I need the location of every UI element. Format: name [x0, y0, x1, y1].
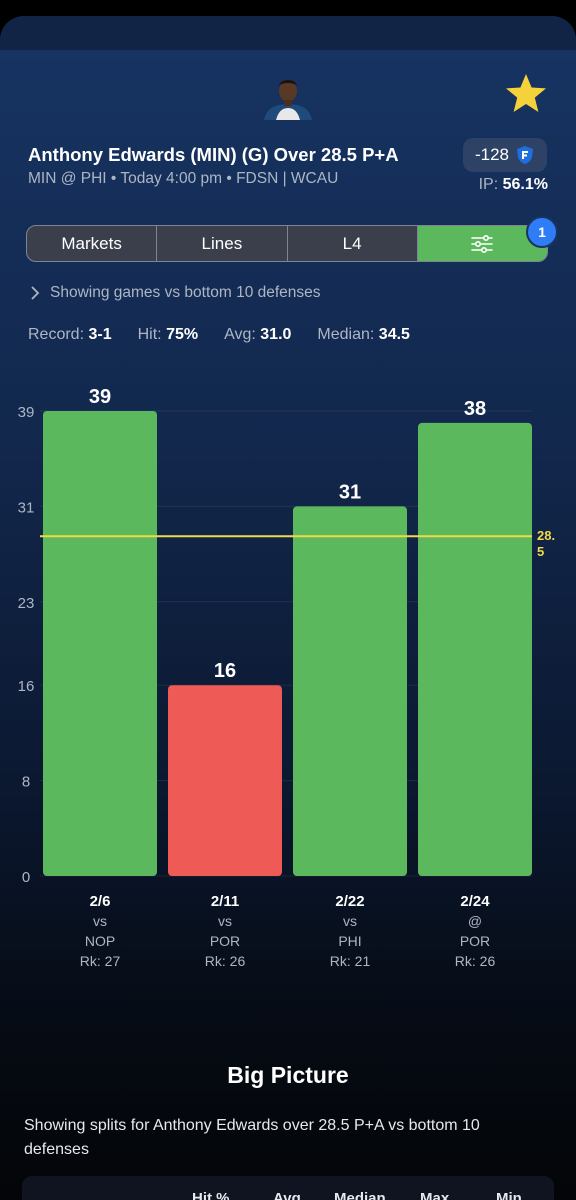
filter-note[interactable]: Showing games vs bottom 10 defenses: [30, 284, 321, 302]
y-tick-label: 8: [22, 774, 30, 791]
col-max: Max: [420, 1190, 450, 1200]
x-opponent-label: POR: [460, 933, 490, 949]
x-date-label: 2/22: [335, 893, 364, 910]
filter-count-badge: 1: [526, 216, 558, 248]
prop-card: Anthony Edwards (MIN) (G) Over 28.5 P+A …: [0, 16, 576, 1200]
ip-value: 56.1%: [502, 176, 548, 193]
col-hit-pct: Hit %: [192, 1190, 230, 1200]
threshold-label: 5: [537, 544, 544, 559]
y-tick-label: 31: [18, 499, 35, 516]
x-opponent-label: PHI: [338, 933, 361, 949]
x-rank-label: Rk: 27: [80, 953, 121, 969]
col-min: Min: [496, 1190, 522, 1200]
chevron-right-icon: [31, 286, 40, 300]
tab-l4[interactable]: L4: [288, 226, 418, 261]
tab-markets[interactable]: Markets: [27, 226, 158, 261]
x-date-label: 2/6: [90, 893, 111, 910]
splits-table-header: Hit % Avg Median Max Min: [22, 1176, 554, 1200]
tab-lines[interactable]: Lines: [157, 226, 288, 261]
card-top-strip: [0, 16, 576, 50]
game-info: MIN @ PHI • Today 4:00 pm • FDSN | WCAU: [28, 170, 339, 187]
implied-probability: IP: 56.1%: [479, 176, 548, 194]
sportsbook-shield-icon: [517, 146, 534, 164]
col-avg: Avg: [273, 1190, 301, 1200]
game-log-chart: 39 31 23 16 8 0 39 2/6 vs NOP Rk: 27 16 2/11 vs POR Rk:…: [18, 386, 555, 969]
sliders-icon: [471, 234, 494, 253]
stat-record: Record: 3-1: [28, 326, 112, 343]
bar: [293, 506, 407, 876]
stats-row: Record: 3-1 Hit: 75% Avg: 31.0 Median: 3…: [28, 326, 410, 344]
x-rank-label: Rk: 21: [330, 953, 371, 969]
odds-value: -128: [474, 145, 510, 164]
bar-value-label: 31: [339, 481, 361, 503]
x-rank-label: Rk: 26: [205, 953, 246, 969]
prop-title: Anthony Edwards (MIN) (G) Over 28.5 P+A: [28, 144, 399, 165]
x-venue-label: @: [468, 913, 482, 929]
big-picture-description: Showing splits for Anthony Edwards over …: [24, 1117, 480, 1158]
favorite-star-icon[interactable]: [504, 72, 548, 116]
filter-tab[interactable]: [417, 226, 547, 261]
x-venue-label: vs: [218, 913, 232, 929]
odds-button[interactable]: -128: [463, 138, 547, 172]
x-date-label: 2/24: [460, 893, 490, 910]
bar-value-label: 16: [214, 660, 236, 682]
y-tick-label: 23: [18, 595, 35, 612]
y-tick-label: 16: [18, 678, 35, 695]
bar: [418, 422, 532, 876]
x-date-label: 2/11: [211, 893, 239, 910]
x-venue-label: vs: [343, 913, 357, 929]
stat-hit: Hit: 75%: [137, 326, 199, 343]
x-opponent-label: POR: [210, 933, 240, 949]
filter-note-text: Showing games vs bottom 10 defenses: [50, 284, 321, 301]
stat-median: Median: 34.5: [317, 326, 410, 343]
y-tick-label: 39: [18, 404, 35, 421]
threshold-label: 28.: [537, 528, 555, 543]
y-tick-label: 0: [22, 869, 30, 886]
x-opponent-label: NOP: [85, 933, 115, 949]
col-median: Median: [334, 1190, 386, 1200]
bar: [168, 685, 282, 876]
x-venue-label: vs: [93, 913, 107, 929]
player-avatar: [264, 80, 312, 120]
bar-value-label: 39: [89, 386, 111, 408]
market-tabs: Markets Lines L4: [26, 225, 548, 262]
bar: [43, 411, 157, 876]
big-picture-title: Big Picture: [227, 1062, 349, 1088]
bar-value-label: 38: [464, 398, 486, 420]
x-rank-label: Rk: 26: [455, 953, 496, 969]
stat-avg: Avg: 31.0: [224, 326, 292, 343]
ip-label: IP:: [478, 176, 499, 193]
